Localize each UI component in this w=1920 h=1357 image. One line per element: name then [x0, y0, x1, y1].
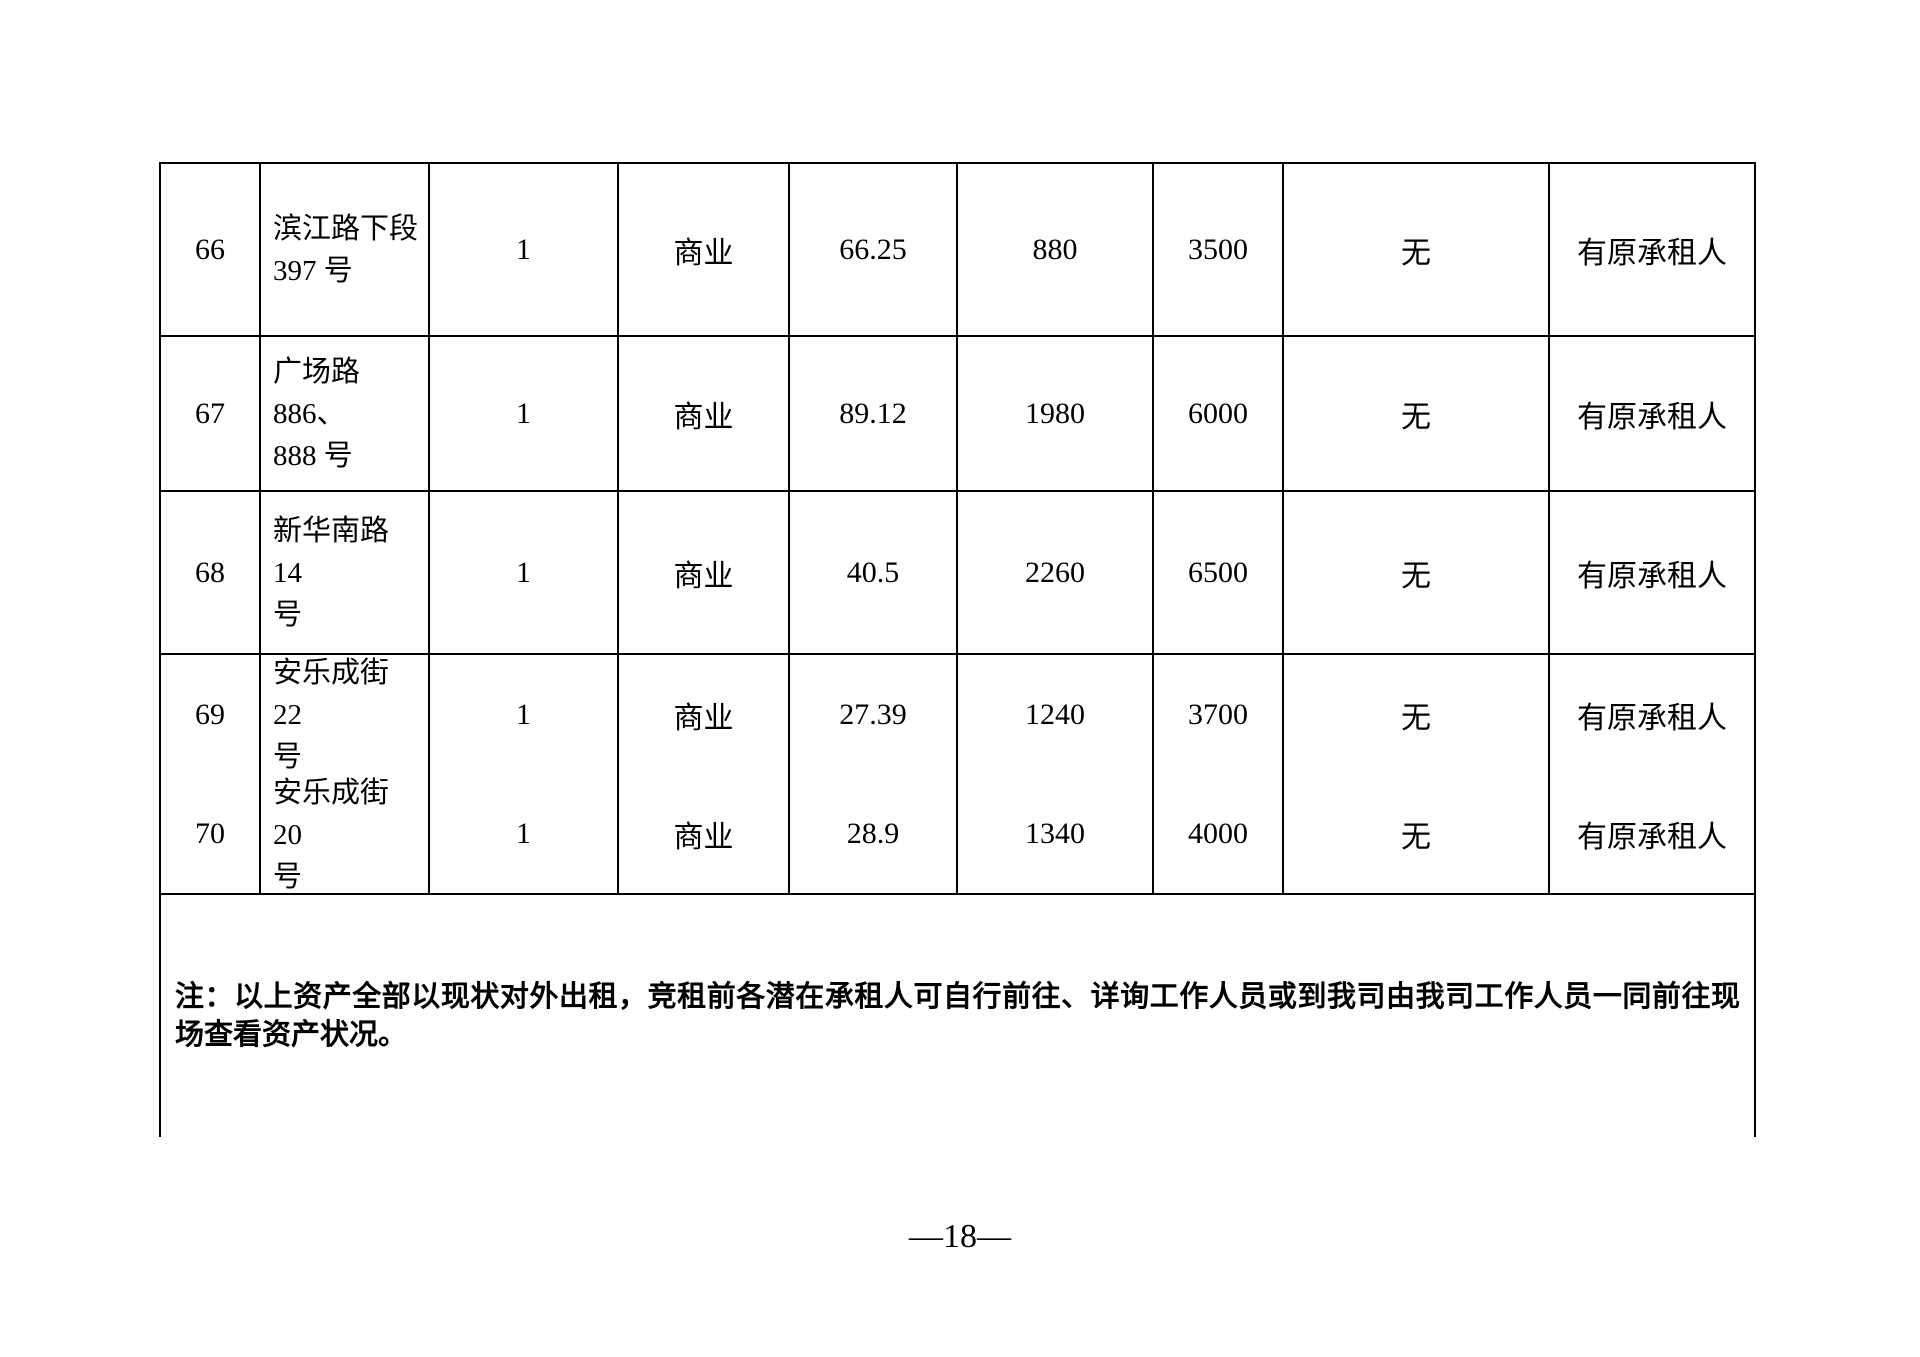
- cell-area: 66.25: [788, 162, 956, 335]
- cell-value-2-69: 3700: [1188, 697, 1248, 731]
- cell-value-2-70: 4000: [1188, 816, 1248, 850]
- asset-rental-table: 66 滨江路下段 397 号 1 商业 66.25 880 3500 无 有原承…: [159, 162, 1756, 1137]
- cell-count: 1: [428, 162, 617, 335]
- cell-value-1: 1240 1340: [956, 653, 1152, 893]
- cell-tenant: 有原承租人: [1548, 162, 1756, 335]
- cell-value-1-69: 1240: [1025, 697, 1085, 731]
- cell-tenant: 有原承租人 有原承租人: [1548, 653, 1756, 893]
- cell-no: 67: [159, 335, 259, 490]
- cell-count: 1: [428, 490, 617, 653]
- page-number: —18—: [909, 1218, 1011, 1255]
- cell-area-69: 27.39: [839, 697, 907, 731]
- cell-usage-69: 商业: [673, 701, 734, 735]
- cell-value-1-70: 1340: [1025, 816, 1085, 850]
- cell-tenant: 有原承租人: [1548, 335, 1756, 490]
- table-note: 注：以上资产全部以现状对外出租，竞租前各潜在承租人可自行前往、详询工作人员或到我…: [159, 893, 1756, 1137]
- cell-usage: 商业 商业: [617, 653, 788, 893]
- cell-value-1: 2260: [956, 490, 1152, 653]
- cell-usage: 商业: [617, 162, 788, 335]
- cell-count-69: 1: [516, 697, 531, 731]
- cell-address-70: 安乐成街 20 号: [273, 777, 390, 893]
- cell-remark: 无: [1282, 490, 1548, 653]
- cell-remark-69: 无: [1401, 701, 1431, 735]
- cell-address-69: 安乐成街 22 号: [273, 657, 390, 773]
- cell-area: 27.39 28.9: [788, 653, 956, 893]
- cell-value-2: 3700 4000: [1152, 653, 1282, 893]
- cell-no-69: 69: [195, 697, 225, 731]
- cell-area-70: 28.9: [846, 816, 900, 850]
- cell-remark-70: 无: [1401, 820, 1431, 854]
- cell-tenant-70: 有原承租人: [1577, 820, 1727, 854]
- cell-address: 安乐成街 22 号 安乐成街 20 号: [259, 653, 428, 893]
- cell-value-2: 3500: [1152, 162, 1282, 335]
- cell-usage-70: 商业: [673, 820, 734, 854]
- cell-value-1: 1980: [956, 335, 1152, 490]
- cell-value-1: 880: [956, 162, 1152, 335]
- cell-remark: 无: [1282, 162, 1548, 335]
- cell-address: 滨江路下段 397 号: [259, 162, 428, 335]
- cell-tenant-69: 有原承租人: [1577, 701, 1727, 735]
- cell-no: 69 70: [159, 653, 259, 893]
- cell-no: 66: [159, 162, 259, 335]
- cell-value-2: 6500: [1152, 490, 1282, 653]
- cell-usage: 商业: [617, 490, 788, 653]
- cell-count-70: 1: [516, 816, 531, 850]
- cell-area: 89.12: [788, 335, 956, 490]
- cell-count: 1 1: [428, 653, 617, 893]
- cell-no-70: 70: [195, 816, 225, 850]
- cell-tenant: 有原承租人: [1548, 490, 1756, 653]
- cell-value-2: 6000: [1152, 335, 1282, 490]
- cell-address: 广场路 886、 888 号: [259, 335, 428, 490]
- cell-usage: 商业: [617, 335, 788, 490]
- cell-remark: 无 无: [1282, 653, 1548, 893]
- cell-address: 新华南路 14 号: [259, 490, 428, 653]
- cell-no: 68: [159, 490, 259, 653]
- cell-remark: 无: [1282, 335, 1548, 490]
- cell-area: 40.5: [788, 490, 956, 653]
- cell-count: 1: [428, 335, 617, 490]
